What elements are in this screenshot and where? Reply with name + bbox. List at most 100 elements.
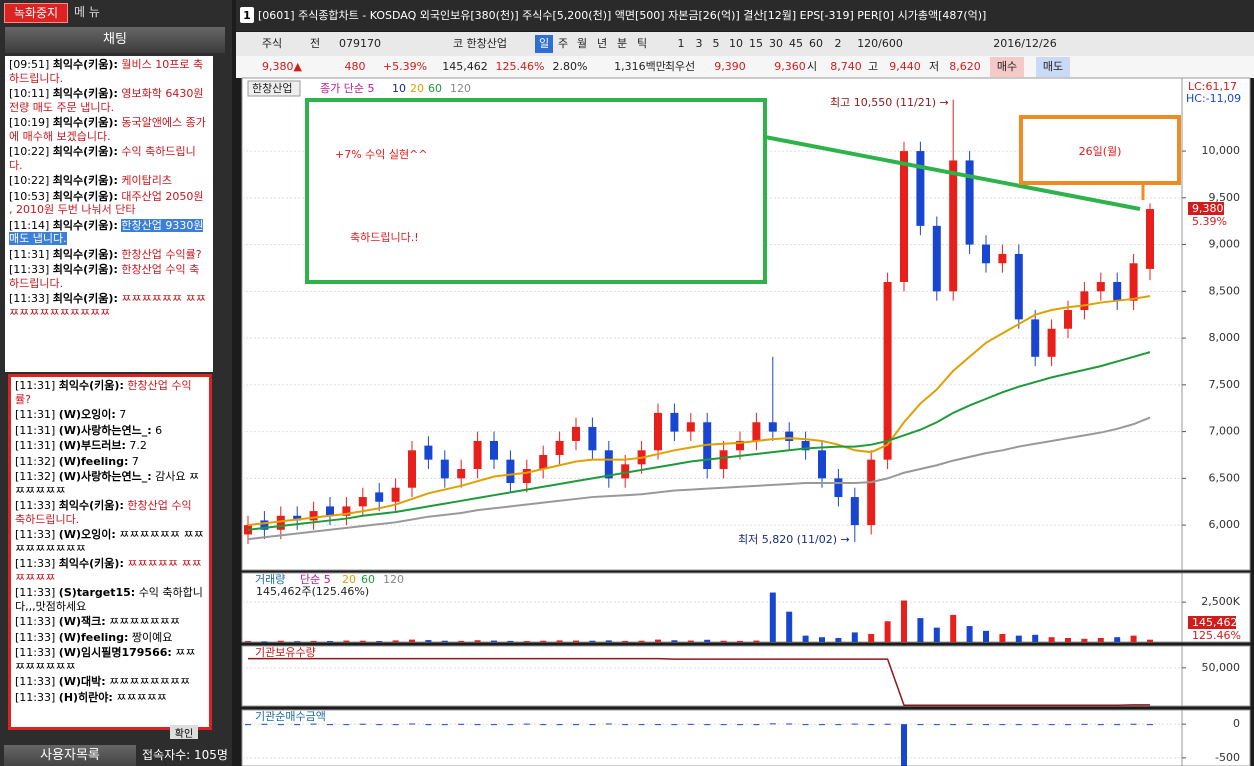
- chat-time: [11:14]: [9, 218, 50, 232]
- menu-button[interactable]: 메 뉴: [74, 5, 100, 19]
- bar: [1032, 724, 1039, 726]
- candle-body: [424, 445, 433, 460]
- info-value: 125.46%: [496, 60, 545, 73]
- bar: [523, 723, 530, 725]
- bar: [409, 639, 415, 642]
- bar: [327, 724, 333, 726]
- axis-panel: [1181, 645, 1251, 707]
- chat-user: (W)사랑하는연느_:: [58, 423, 152, 437]
- user-list-tab[interactable]: 사용자목록: [4, 745, 136, 766]
- chat-message: [10:11] 최익수(키움): 영보화학 6430원 전량 매도 주문 냅니다…: [9, 87, 209, 114]
- chat-message: [11:33] 최익수(키움): 한창산업 수익 축하드립니다.: [9, 263, 209, 290]
- chat-time: [10:22]: [9, 145, 50, 158]
- chat-time: [11:31]: [15, 379, 56, 392]
- candle-body: [916, 151, 925, 226]
- chat-text: 영보화학 6430원 전량 매도 주문 냅니다.: [9, 87, 204, 114]
- bar: [474, 640, 481, 642]
- chat-user: 최익수(키움):: [52, 174, 118, 187]
- bar: [704, 724, 711, 726]
- toolbar: [236, 32, 1254, 56]
- candle-body: [408, 450, 416, 488]
- bar: [605, 723, 612, 725]
- chat-panel: 녹화중지 메 뉴 채팅 [09:51] 최익수(키움): 월비스 10프로 축하…: [0, 0, 232, 766]
- bar: [1147, 639, 1153, 642]
- chat-time: [10:22]: [9, 174, 50, 187]
- bar: [589, 724, 596, 726]
- toolbar-item: 주식: [262, 37, 282, 50]
- bar: [917, 724, 924, 726]
- toolbar-selected: [535, 35, 553, 53]
- chat-text: 7: [131, 454, 139, 468]
- toolbar-item: 일: [539, 36, 549, 50]
- bar: [458, 723, 465, 725]
- legend-entry: 20: [410, 82, 424, 95]
- chat-user: (W)대박:: [58, 675, 106, 688]
- candle-body: [900, 151, 908, 282]
- toolbar-item: 2016/12/26: [993, 37, 1056, 50]
- chat-time: [11:33]: [15, 675, 56, 688]
- candle-body: [932, 225, 941, 292]
- chat-user: (W)feeling:: [58, 630, 129, 644]
- chat-message: [11:33] 최익수(키움): ㅉㅉㅉㅉㅉㅉ ㅉㅉㅉㅉㅉㅉㅉㅉㅉㅉㅉㅉ: [9, 292, 209, 319]
- candle-body: [752, 422, 761, 441]
- annotation-text: +7% 수익 실현^^: [335, 148, 428, 161]
- info-value: 9,380▲: [262, 60, 302, 73]
- series-name: 한창산업: [252, 82, 292, 95]
- candle-body: [260, 520, 269, 530]
- bar: [737, 724, 743, 726]
- bar: [556, 640, 563, 642]
- candle-body: [965, 160, 974, 245]
- chat-time: [11:33]: [15, 690, 56, 704]
- candle-body: [949, 160, 958, 292]
- confirm-button[interactable]: 확인: [170, 725, 198, 740]
- bar: [720, 724, 727, 726]
- panel: [241, 645, 1183, 707]
- bar: [294, 641, 301, 643]
- chat-text: 수익 축하드립니다.: [9, 145, 196, 172]
- bar: [441, 640, 448, 642]
- candle-body: [391, 487, 400, 502]
- bar: [638, 640, 645, 642]
- chat-time: [09:51]: [9, 58, 50, 71]
- bar: [343, 724, 350, 726]
- toolbar-item: 전: [310, 37, 320, 50]
- chat-text: 한창산업 수익 축하드립니다.: [15, 499, 192, 526]
- bar: [622, 640, 629, 642]
- bar: [556, 724, 563, 726]
- chat-user: 최익수(키움):: [58, 557, 124, 570]
- y-tick-label: 7,500: [1209, 378, 1241, 391]
- bar: [687, 723, 694, 725]
- bar: [310, 723, 317, 725]
- chat-user: (W)잭크:: [58, 615, 106, 628]
- bar: [835, 638, 842, 642]
- candle-body: [1096, 281, 1105, 292]
- chat-time: [11:33]: [15, 586, 56, 599]
- chat-history: [09:51] 최익수(키움): 월비스 10프로 축하드립니다. [10:11…: [5, 56, 213, 372]
- chat-user: 최익수(키움):: [52, 247, 118, 261]
- candle-body: [686, 422, 695, 432]
- info-value: 9,360: [774, 60, 806, 73]
- chat-text: ㅉㅉㅉㅉㅉ: [116, 690, 167, 704]
- toolbar-item: 60: [809, 37, 823, 50]
- toolbar-item: 2: [835, 37, 842, 50]
- candle-body: [670, 412, 679, 432]
- bar: [655, 724, 661, 726]
- bar: [491, 724, 497, 726]
- candle-body: [342, 506, 351, 516]
- chat-time: [11:33]: [9, 292, 50, 305]
- candle-body: [998, 253, 1007, 264]
- bar: [392, 640, 399, 642]
- record-button[interactable]: 녹화중지: [4, 3, 68, 23]
- info-value: 시: [807, 60, 817, 73]
- chat-message: [11:33] (W)잭크: ㅉㅉㅉㅉㅉㅉㅉ: [15, 615, 205, 629]
- candle-body: [768, 422, 777, 432]
- axis-panel: [1181, 709, 1251, 766]
- bar: [294, 724, 301, 726]
- axis-panel: [1181, 77, 1251, 571]
- bar: [786, 723, 793, 725]
- candle-body: [440, 459, 449, 479]
- annotation-line: [764, 135, 1141, 211]
- chat-message: [10:22] 최익수(키움): 케이탑리츠: [9, 174, 209, 188]
- chat-user: (W)부드러브:: [58, 439, 126, 452]
